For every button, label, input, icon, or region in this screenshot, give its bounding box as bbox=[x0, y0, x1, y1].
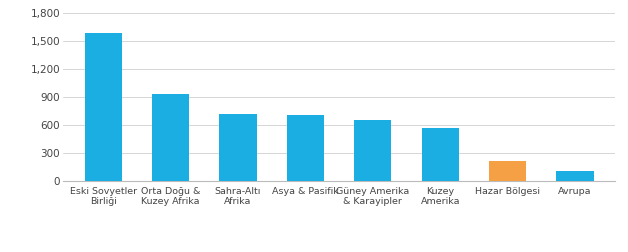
Bar bbox=[152, 94, 189, 181]
Bar bbox=[220, 114, 257, 181]
Bar bbox=[354, 120, 391, 181]
Bar bbox=[287, 115, 324, 181]
Bar bbox=[421, 128, 458, 181]
Bar bbox=[85, 33, 122, 181]
Bar bbox=[489, 161, 526, 181]
Bar bbox=[556, 171, 593, 181]
